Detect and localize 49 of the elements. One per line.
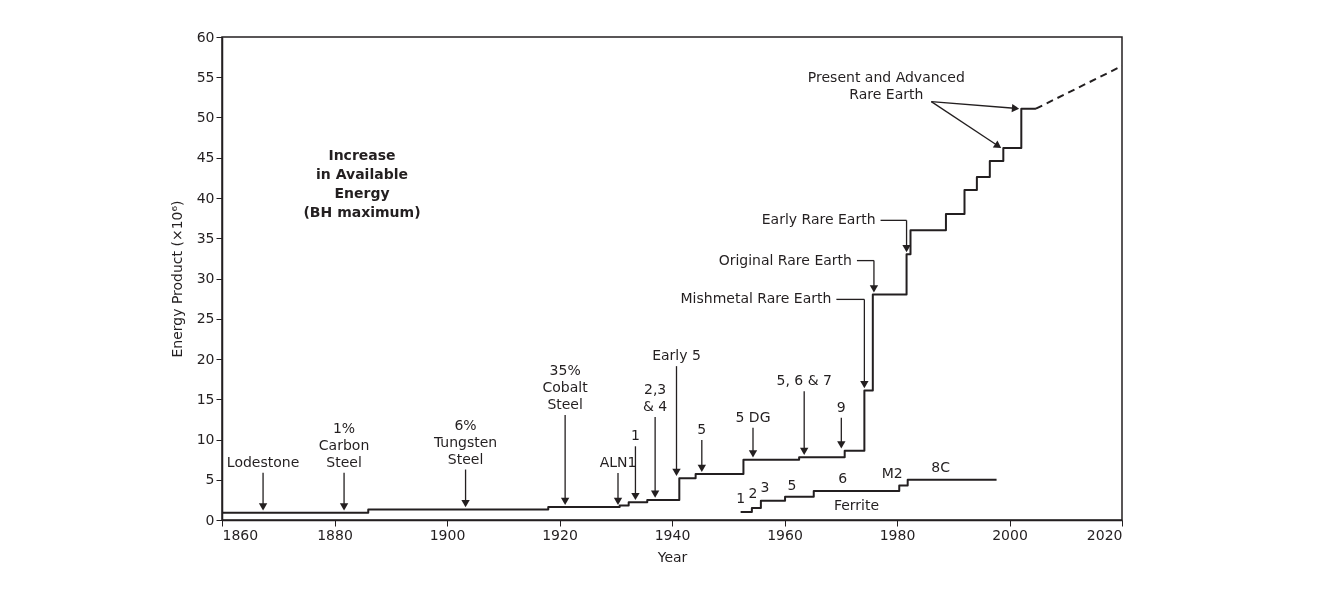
y-tick-label: 35 <box>196 229 215 246</box>
y-tick-label: 30 <box>196 270 215 286</box>
annotation: Early 5 <box>652 347 701 364</box>
annotation: Present and Advanced Rare Earth <box>807 68 965 102</box>
annotation: Lodestone <box>226 453 300 470</box>
annotation: 6% Tungsten Steel <box>432 416 498 467</box>
y-tick-label: 60 <box>196 28 215 45</box>
annotation: 2 <box>748 484 758 501</box>
y-axis-title: Energy Product (×10⁶) <box>168 200 185 358</box>
x-tick-label: 1900 <box>429 526 466 543</box>
x-tick-label: 1980 <box>879 526 916 543</box>
annotation: Early Rare Earth <box>761 211 876 228</box>
x-tick-label: 2020 <box>1086 526 1123 543</box>
annotation: Mishmetal Rare Earth <box>680 290 832 307</box>
y-tick-label: 15 <box>196 390 215 407</box>
annotation: 35% Cobalt Steel <box>542 362 589 413</box>
y-tick-label: 40 <box>196 189 215 206</box>
y-tick-label: 25 <box>196 310 215 327</box>
x-tick-label: 1940 <box>654 526 691 543</box>
annotation: 8C <box>931 458 951 475</box>
x-tick-label: 1860 <box>222 526 259 543</box>
x-tick-label: 1920 <box>542 526 578 543</box>
y-tick-label: 55 <box>196 68 215 85</box>
annotation: 5 DG <box>735 408 771 425</box>
x-tick-label: 1960 <box>767 526 803 543</box>
annotation: 6 <box>838 470 848 487</box>
annotation: 3 <box>760 478 770 495</box>
annotation: M2 <box>881 465 903 482</box>
y-tick-label: 50 <box>196 109 215 125</box>
annotation: Increase in Available Energy (BH maximum) <box>303 147 421 220</box>
annotation: 1% Carbon Steel <box>318 419 370 470</box>
annotation: 1 <box>630 427 640 444</box>
annotation: 2,3 & 4 <box>642 380 668 414</box>
annotation: 5 <box>697 421 707 438</box>
annotation: 5 <box>787 476 797 493</box>
series-label: Ferrite <box>833 497 880 514</box>
y-tick-label: 0 <box>205 511 215 528</box>
annotation: 5, 6 & 7 <box>776 372 832 389</box>
y-tick-label: 45 <box>196 149 215 166</box>
y-tick-label: 10 <box>196 431 215 447</box>
y-tick-label: 5 <box>205 471 215 488</box>
annotation: Original Rare Earth <box>718 251 852 268</box>
y-tick-label: 20 <box>196 350 215 367</box>
annotation: 9 <box>836 398 846 415</box>
x-tick-label: 1880 <box>317 526 353 543</box>
annotation: 1 <box>736 489 746 506</box>
annotation: ALN1 <box>599 454 637 471</box>
x-axis-title: Year <box>656 548 688 565</box>
x-tick-label: 2000 <box>992 526 1028 543</box>
